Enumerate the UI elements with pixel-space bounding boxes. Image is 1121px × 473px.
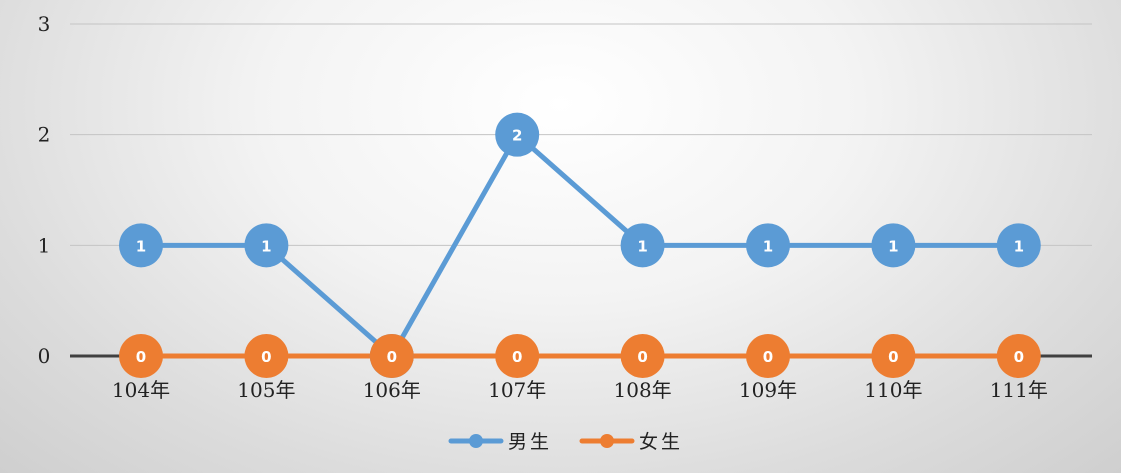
data-label: 0 (763, 348, 773, 366)
y-tick-label: 0 (38, 344, 51, 368)
data-point: 0 (746, 334, 790, 378)
data-point: 0 (244, 334, 289, 378)
data-marker (871, 334, 916, 378)
data-point: 0 (996, 334, 1041, 378)
data-marker (495, 334, 540, 378)
x-tick-label: 106年 (363, 378, 421, 402)
y-tick-label: 2 (38, 123, 51, 147)
legend-label: 男生 (508, 431, 552, 453)
data-label: 1 (637, 237, 647, 255)
data-point: 0 (119, 334, 163, 378)
data-marker (996, 223, 1041, 268)
y-axis-tick-labels: 0 1 2 3 (38, 12, 51, 368)
data-point: 1 (244, 223, 289, 268)
data-label: 1 (261, 237, 271, 255)
data-point: 1 (871, 223, 916, 268)
series-markers: 1102111100000000 (119, 112, 1041, 378)
data-marker (620, 223, 665, 268)
legend-item: 女生 (579, 431, 683, 453)
data-point: 1 (996, 223, 1041, 268)
x-tick-label: 104年 (112, 378, 170, 402)
data-marker (996, 334, 1041, 378)
data-marker (871, 223, 916, 268)
data-label: 0 (512, 348, 522, 366)
y-tick-label: 3 (38, 12, 51, 36)
legend-swatch-marker (600, 434, 614, 448)
data-label: 0 (136, 348, 146, 366)
data-marker (119, 334, 163, 378)
data-label: 0 (1014, 348, 1024, 366)
data-label: 1 (888, 237, 898, 255)
data-marker (620, 334, 665, 378)
x-tick-label: 109年 (739, 378, 797, 402)
data-label: 1 (763, 237, 773, 255)
data-label: 0 (387, 348, 397, 366)
data-marker (495, 112, 540, 157)
legend: 男生 女生 (448, 431, 683, 453)
data-label: 1 (1014, 237, 1024, 255)
legend-item: 男生 (448, 431, 552, 453)
data-point: 1 (119, 223, 163, 268)
data-point: 2 (495, 112, 540, 157)
data-point: 0 (871, 334, 916, 378)
data-label: 0 (637, 348, 647, 366)
data-label: 1 (136, 237, 146, 255)
data-point: 0 (369, 334, 414, 378)
data-marker (244, 223, 289, 268)
legend-label: 女生 (639, 431, 683, 453)
data-marker (244, 334, 289, 378)
y-tick-label: 1 (38, 233, 51, 257)
data-point: 1 (620, 223, 665, 268)
data-marker (746, 334, 790, 378)
x-tick-label: 107年 (488, 378, 546, 402)
data-point: 1 (746, 223, 790, 268)
data-label: 0 (261, 348, 271, 366)
x-axis-tick-labels: 104年 105年 106年 107年 108年 109年 110年 111年 (112, 378, 1048, 402)
data-marker (119, 223, 163, 268)
data-label: 0 (888, 348, 898, 366)
x-tick-label: 108年 (614, 378, 672, 402)
x-tick-label: 105年 (237, 378, 295, 402)
data-marker (746, 223, 790, 268)
data-label: 2 (512, 127, 522, 145)
x-tick-label: 111年 (990, 378, 1048, 402)
data-marker (369, 334, 414, 378)
data-point: 0 (620, 334, 665, 378)
data-point: 0 (495, 334, 540, 378)
legend-swatch-marker (469, 434, 483, 448)
x-tick-label: 110年 (864, 378, 922, 402)
